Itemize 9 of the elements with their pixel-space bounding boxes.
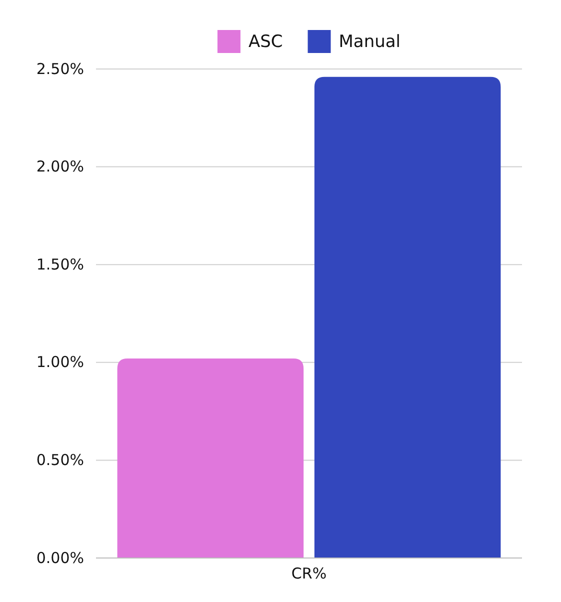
y-tick-label: 0.50% [36, 451, 84, 469]
y-tick-label: 0.00% [36, 548, 84, 567]
y-tick-label: 2.00% [36, 158, 84, 176]
x-tick-label: CR% [291, 564, 327, 583]
legend-label: ASC [248, 32, 283, 52]
y-tick-label: 2.50% [36, 60, 84, 78]
y-tick-label: 1.50% [36, 255, 84, 274]
y-tick-label: 1.00% [36, 353, 84, 372]
legend-label: Manual [338, 32, 401, 52]
